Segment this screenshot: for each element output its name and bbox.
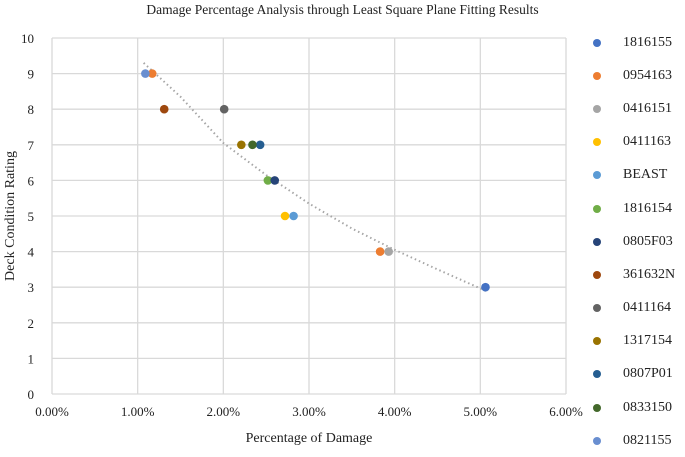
legend-marker-icon xyxy=(593,403,601,412)
data-point xyxy=(255,140,265,150)
legend-item[interactable]: BEAST xyxy=(588,159,685,192)
data-point xyxy=(141,69,150,78)
x-tick-label: 6.00% xyxy=(549,404,583,419)
legend-marker-icon xyxy=(593,337,601,346)
legend-marker-icon xyxy=(593,38,601,47)
data-point xyxy=(289,211,298,221)
y-tick-label: 1 xyxy=(28,351,35,366)
data-point xyxy=(384,247,393,256)
x-axis-label: Percentage of Damage xyxy=(246,431,373,446)
legend-item[interactable]: 1317154 xyxy=(588,325,685,358)
legend-marker-icon xyxy=(593,370,601,379)
y-tick-label: 6 xyxy=(28,173,35,188)
y-tick-label: 5 xyxy=(28,209,35,224)
legend: 1816155 0954163 0416151 0411163 BEAST 1816154… xyxy=(588,26,685,457)
legend-label: BEAST xyxy=(623,167,668,183)
x-tick-label: 2.00% xyxy=(207,404,241,419)
legend-item[interactable]: 0833150 xyxy=(588,391,685,424)
legend-marker-icon xyxy=(593,138,601,147)
y-tick-label: 4 xyxy=(28,245,35,260)
y-tick-label: 3 xyxy=(28,280,35,295)
legend-label: 0411164 xyxy=(623,300,671,316)
data-point xyxy=(159,104,169,114)
x-tick-label: 5.00% xyxy=(464,404,498,419)
legend-marker-icon xyxy=(593,270,601,279)
legend-label: 0807P01 xyxy=(623,366,673,382)
legend-item[interactable]: 0821155 xyxy=(588,424,685,457)
legend-item[interactable]: 1816155 xyxy=(588,26,685,59)
data-point xyxy=(375,247,385,256)
data-point xyxy=(280,211,290,221)
legend-item[interactable]: 1816154 xyxy=(588,192,685,225)
x-tick-label: 3.00% xyxy=(292,404,326,419)
y-tick-label: 9 xyxy=(28,67,35,82)
legend-item[interactable]: 361632N xyxy=(588,258,685,291)
axis-ticks: 0 1 2 3 4 5 6 7 8 9 10 0.00% 1.00% 2.00% 3.00% 4.00% 5.0… xyxy=(21,31,583,419)
legend-marker-icon xyxy=(593,237,601,246)
legend-marker-icon xyxy=(593,104,601,113)
chart-title: Damage Percentage Analysis through Least… xyxy=(146,2,539,17)
legend-marker-icon xyxy=(593,304,601,313)
x-tick-label: 4.00% xyxy=(378,404,412,419)
legend-label: 1816154 xyxy=(623,200,672,216)
legend-label: 1816155 xyxy=(623,34,672,50)
legend-item[interactable]: 0411163 xyxy=(588,126,685,159)
legend-label: 0805F03 xyxy=(623,233,673,249)
data-points xyxy=(141,69,490,292)
legend-label: 361632N xyxy=(623,266,676,282)
y-axis-label: Deck Condition Rating xyxy=(3,151,18,281)
legend-label: 0411163 xyxy=(623,134,671,150)
legend-item[interactable]: 0954163 xyxy=(588,59,685,92)
y-tick-label: 7 xyxy=(28,138,35,153)
legend-item[interactable]: 0805F03 xyxy=(588,225,685,258)
data-point xyxy=(481,282,490,292)
x-tick-label: 1.00% xyxy=(121,404,155,419)
data-point xyxy=(270,176,280,185)
x-tick-label: 0.00% xyxy=(35,404,69,419)
y-tick-label: 10 xyxy=(21,31,34,46)
grid-lines xyxy=(51,37,567,395)
legend-label: 0954163 xyxy=(623,67,672,83)
legend-marker-icon xyxy=(593,204,601,213)
y-tick-label: 2 xyxy=(28,316,35,331)
y-tick-label: 8 xyxy=(28,102,35,117)
legend-label: 0833150 xyxy=(623,399,672,415)
y-tick-label: 0 xyxy=(28,387,35,402)
legend-label: 0821155 xyxy=(623,432,672,448)
legend-marker-icon xyxy=(593,436,601,445)
data-point xyxy=(147,69,157,78)
legend-marker-icon xyxy=(593,171,601,180)
legend-item[interactable]: 0411164 xyxy=(588,292,685,325)
data-point xyxy=(263,176,273,185)
legend-marker-icon xyxy=(593,71,601,80)
data-point xyxy=(248,140,257,150)
legend-item[interactable]: 0416151 xyxy=(588,92,685,125)
data-point xyxy=(237,140,246,150)
legend-label: 1317154 xyxy=(623,333,672,349)
legend-label: 0416151 xyxy=(623,100,672,116)
trendline xyxy=(142,62,488,293)
legend-item[interactable]: 0807P01 xyxy=(588,358,685,391)
data-point xyxy=(219,104,229,114)
